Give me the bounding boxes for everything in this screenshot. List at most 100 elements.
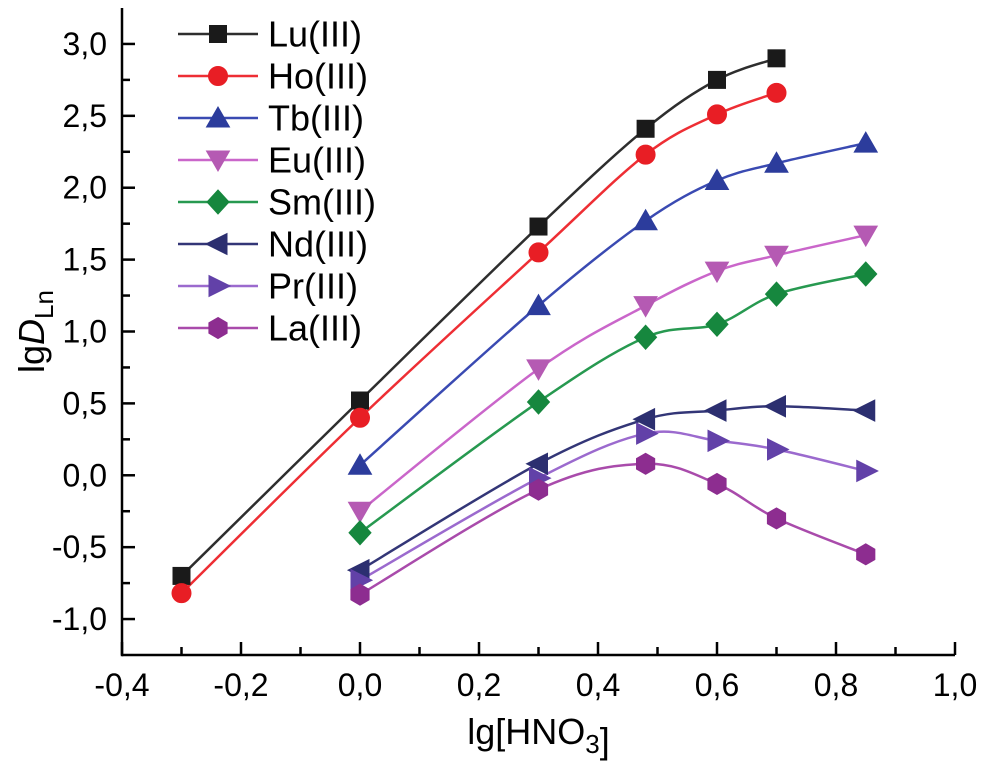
legend-item-Pr(III): Pr(III) xyxy=(178,266,358,307)
legend-marker-icon xyxy=(204,232,228,256)
series-Lu(III) xyxy=(172,49,786,585)
y-tick-label: 2,5 xyxy=(63,98,107,134)
series-line-Eu(III) xyxy=(359,233,867,513)
legend-marker-icon xyxy=(208,316,228,340)
y-tick-label: 0,5 xyxy=(63,385,107,421)
legend-label: Pr(III) xyxy=(268,266,358,307)
legend-marker-icon xyxy=(208,274,232,298)
data-point-Nd(III) xyxy=(703,399,727,422)
data-point-Lu(III) xyxy=(172,566,191,585)
data-point-Pr(III) xyxy=(636,422,659,445)
data-point-Eu(III) xyxy=(633,296,658,318)
series-Ho(III) xyxy=(171,82,787,604)
data-point-Lu(III) xyxy=(529,217,548,236)
data-point-Sm(III) xyxy=(854,261,878,287)
data-point-Ho(III) xyxy=(707,104,727,125)
data-point-Eu(III) xyxy=(347,501,373,524)
legend-marker-icon xyxy=(205,105,231,128)
series-La(III) xyxy=(350,452,876,606)
data-point-Eu(III) xyxy=(704,261,730,284)
legend-marker-icon xyxy=(209,25,227,43)
series-line-Nd(III) xyxy=(359,405,866,572)
data-point-Lu(III) xyxy=(636,119,655,138)
y-axis-title: lgDLn xyxy=(11,290,59,373)
x-tick-label: 1,0 xyxy=(933,667,977,703)
series-Nd(III) xyxy=(346,394,876,582)
data-point-Pr(III) xyxy=(767,438,790,461)
data-point-La(III) xyxy=(707,472,727,495)
legend-marker-icon xyxy=(208,66,228,86)
data-point-Sm(III) xyxy=(348,520,372,546)
data-point-Tb(III) xyxy=(704,168,730,191)
x-tick-label: 0,6 xyxy=(695,667,739,703)
x-tick-label: 0,0 xyxy=(338,667,382,703)
data-point-Ho(III) xyxy=(528,242,549,263)
series-Pr(III) xyxy=(350,422,879,592)
data-point-Lu(III) xyxy=(767,49,786,68)
legend-item-Ho(III): Ho(III) xyxy=(178,56,368,97)
legend-item-Tb(III): Tb(III) xyxy=(178,98,364,139)
legend-item-Lu(III): Lu(III) xyxy=(178,14,362,55)
legend-label: Eu(III) xyxy=(268,140,366,181)
data-point-La(III) xyxy=(350,583,370,606)
y-tick-label: 1,5 xyxy=(63,242,107,278)
x-tick-label: 0,2 xyxy=(457,667,501,703)
series-Tb(III) xyxy=(347,131,879,475)
data-point-Nd(III) xyxy=(763,394,786,418)
legend-label: Tb(III) xyxy=(268,98,364,139)
data-point-Lu(III) xyxy=(708,70,726,89)
y-tick-label: 3,0 xyxy=(63,26,107,62)
x-tick-label: -0,2 xyxy=(213,667,268,703)
series-Sm(III) xyxy=(348,261,878,546)
data-point-Lu(III) xyxy=(351,391,369,410)
legend-label: Sm(III) xyxy=(268,182,376,223)
legend-item-Eu(III): Eu(III) xyxy=(178,140,366,181)
x-tick-label: -0,4 xyxy=(94,667,149,703)
data-point-Sm(III) xyxy=(705,311,729,338)
data-point-Ho(III) xyxy=(171,583,192,604)
data-point-Eu(III) xyxy=(853,225,879,248)
data-point-Eu(III) xyxy=(764,245,789,268)
legend-marker-icon xyxy=(206,189,230,215)
y-tick-label: 2,0 xyxy=(63,170,107,206)
series-Eu(III) xyxy=(347,225,879,524)
series-line-Pr(III) xyxy=(359,430,867,582)
axes xyxy=(120,8,957,657)
series-markers xyxy=(171,49,879,606)
y-tick-label: 1,0 xyxy=(63,314,107,350)
data-point-La(III) xyxy=(528,478,549,501)
legend-item-Sm(III): Sm(III) xyxy=(178,182,376,223)
series-line-Tb(III) xyxy=(359,141,867,467)
data-point-Sm(III) xyxy=(526,389,551,415)
series-line-Sm(III) xyxy=(359,272,867,534)
legend: Lu(III)Ho(III)Tb(III)Eu(III)Sm(III)Nd(II… xyxy=(178,14,376,349)
legend-item-La(III): La(III) xyxy=(178,308,362,349)
legend-label: Lu(III) xyxy=(268,14,362,55)
y-tick-label: -1,0 xyxy=(52,601,107,637)
data-point-Tb(III) xyxy=(526,293,551,316)
data-point-Ho(III) xyxy=(766,82,787,103)
data-point-Eu(III) xyxy=(526,359,551,381)
tick-labels: 3,0 2,5 2,0 1,5 1,0 0,5 0,0 -0,5 -1,0 -0,4 -0,2 0,0… xyxy=(52,26,977,703)
y-tick-label: 0,0 xyxy=(63,457,107,493)
data-point-La(III) xyxy=(856,543,876,566)
data-point-Sm(III) xyxy=(633,324,658,350)
data-point-Ho(III) xyxy=(350,407,370,428)
data-point-Tb(III) xyxy=(853,131,879,153)
series-line-La(III) xyxy=(359,462,867,596)
y-tick-label: -0,5 xyxy=(52,529,107,565)
data-point-Ho(III) xyxy=(635,144,656,165)
legend-label: Nd(III) xyxy=(268,224,368,265)
x-tick-label: 0,8 xyxy=(814,667,858,703)
data-point-Pr(III) xyxy=(707,429,731,453)
data-point-La(III) xyxy=(766,507,787,530)
data-point-Tb(III) xyxy=(764,151,789,173)
data-point-Nd(III) xyxy=(632,407,656,431)
data-point-Nd(III) xyxy=(525,452,548,476)
x-tick-label: 0,4 xyxy=(576,667,620,703)
legend-marker-icon xyxy=(205,150,231,173)
data-point-Sm(III) xyxy=(764,281,789,307)
data-point-Pr(III) xyxy=(856,459,879,483)
